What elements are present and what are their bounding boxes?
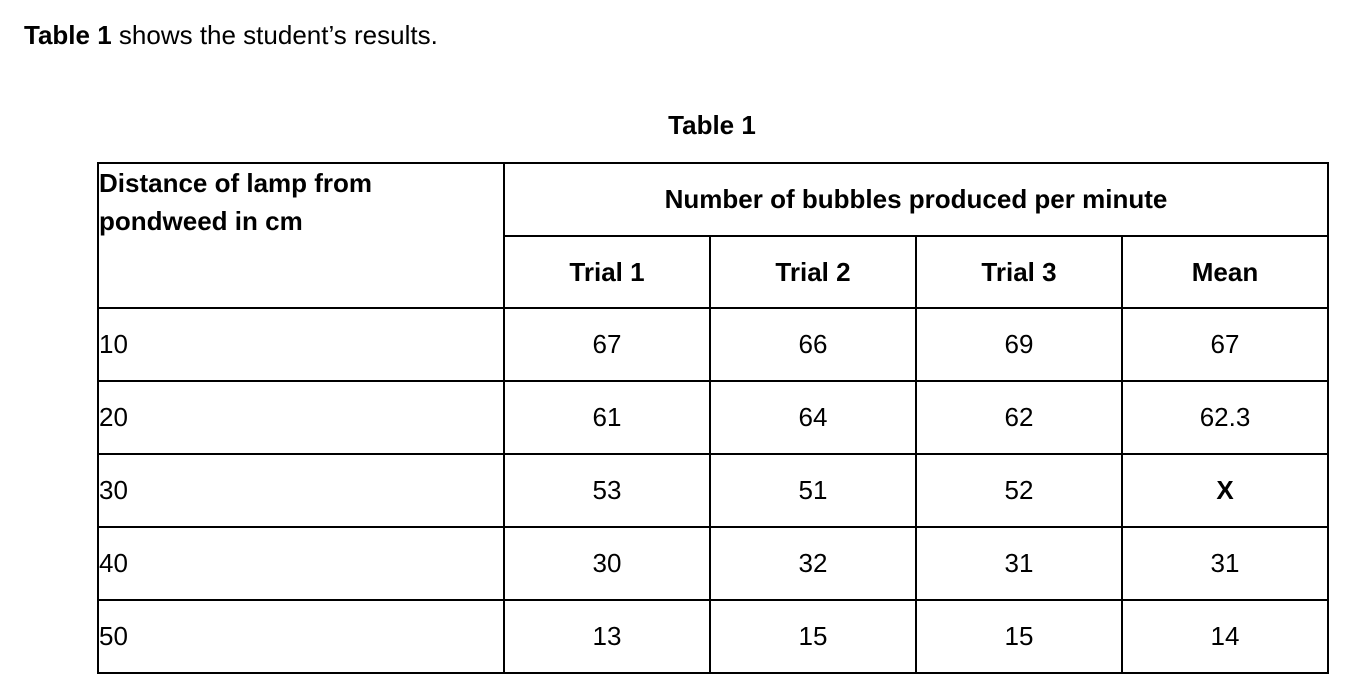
trial-1-header: Trial 1 — [503, 235, 711, 309]
trial-2-cell: 64 — [709, 380, 917, 455]
distance-cell: 40 — [97, 526, 505, 601]
trial-1-cell: 13 — [503, 599, 711, 674]
table-row: 10 67 66 69 67 — [97, 307, 1329, 382]
table-row: 50 13 15 15 14 — [97, 599, 1329, 674]
trial-3-cell: 15 — [915, 599, 1123, 674]
trial-2-header: Trial 2 — [709, 235, 917, 309]
table-row: 40 30 32 31 31 — [97, 526, 1329, 601]
trial-1-cell: 53 — [503, 453, 711, 528]
table-caption: Table 1 — [668, 110, 756, 140]
bubbles-group-header: Number of bubbles produced per minute — [503, 162, 1329, 237]
mean-cell: 62.3 — [1121, 380, 1329, 455]
trial-2-cell: 32 — [709, 526, 917, 601]
trial-3-header: Trial 3 — [915, 235, 1123, 309]
trial-3-cell: 31 — [915, 526, 1123, 601]
trial-2-cell: 66 — [709, 307, 917, 382]
mean-unknown-cell: X — [1121, 453, 1329, 528]
mean-cell: 31 — [1121, 526, 1329, 601]
trial-3-cell: 62 — [915, 380, 1123, 455]
mean-cell: 67 — [1121, 307, 1329, 382]
trial-1-cell: 67 — [503, 307, 711, 382]
trial-3-cell: 52 — [915, 453, 1123, 528]
trial-2-cell: 15 — [709, 599, 917, 674]
trial-2-cell: 51 — [709, 453, 917, 528]
header-row: Distance of lamp from pondweed in cm Num… — [97, 162, 1329, 309]
distance-cell: 50 — [97, 599, 505, 674]
table-row: 20 61 64 62 62.3 — [97, 380, 1329, 455]
mean-header: Mean — [1121, 235, 1329, 309]
distance-cell: 20 — [97, 380, 505, 455]
distance-cell: 30 — [97, 453, 505, 528]
intro-sentence: Table 1 shows the student’s results. — [24, 18, 438, 52]
intro-table-ref: Table 1 — [24, 20, 112, 50]
trial-1-cell: 61 — [503, 380, 711, 455]
trial-1-cell: 30 — [503, 526, 711, 601]
trial-3-cell: 69 — [915, 307, 1123, 382]
distance-cell: 10 — [97, 307, 505, 382]
mean-cell: 14 — [1121, 599, 1329, 674]
subheader-row: Trial 1 Trial 2 Trial 3 Mean — [98, 235, 1329, 309]
intro-text: shows the student’s results. — [111, 20, 438, 50]
results-table: Distance of lamp from pondweed in cm Num… — [97, 162, 1329, 674]
table-row: 30 53 51 52 X — [97, 453, 1329, 528]
distance-column-header: Distance of lamp from pondweed in cm — [97, 162, 505, 309]
